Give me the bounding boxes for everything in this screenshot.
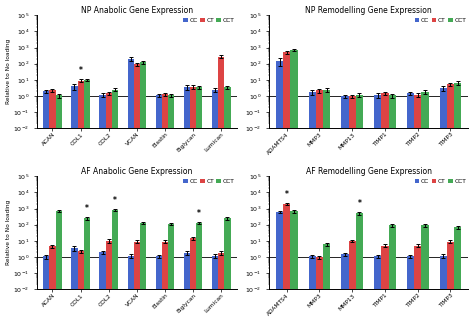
Bar — [421, 225, 428, 322]
Bar — [43, 91, 49, 322]
Legend: CC, CT, CCT: CC, CT, CCT — [414, 17, 467, 24]
Title: NP Anabolic Gene Expression: NP Anabolic Gene Expression — [81, 5, 193, 14]
Bar — [283, 52, 291, 322]
Bar — [439, 88, 447, 322]
Text: *: * — [285, 190, 289, 199]
Bar — [218, 57, 224, 322]
Bar — [224, 87, 230, 322]
Bar — [407, 93, 414, 322]
Bar — [454, 83, 461, 322]
Bar — [55, 95, 62, 322]
Bar — [196, 87, 202, 322]
Y-axis label: Relative to No loading: Relative to No loading — [6, 200, 10, 265]
Bar — [106, 93, 112, 322]
Bar — [212, 90, 218, 322]
Bar — [356, 213, 363, 322]
Bar — [71, 248, 78, 322]
Bar — [341, 96, 348, 322]
Bar — [84, 218, 90, 322]
Bar — [78, 80, 84, 322]
Text: *: * — [79, 66, 82, 75]
Bar — [447, 242, 454, 322]
Bar — [100, 95, 106, 322]
Bar — [348, 96, 356, 322]
Bar — [454, 227, 461, 322]
Bar — [156, 256, 162, 322]
Bar — [374, 256, 382, 322]
Title: AF Anabolic Gene Expression: AF Anabolic Gene Expression — [81, 166, 192, 175]
Bar — [389, 225, 396, 322]
Bar — [128, 59, 134, 322]
Bar — [356, 95, 363, 322]
Bar — [414, 246, 421, 322]
Bar — [184, 253, 190, 322]
Title: AF Remodelling Gene Expression: AF Remodelling Gene Expression — [306, 166, 432, 175]
Bar — [43, 256, 49, 322]
Bar — [218, 253, 224, 322]
Bar — [190, 238, 196, 322]
Bar — [348, 241, 356, 322]
Bar — [112, 90, 118, 322]
Bar — [283, 204, 291, 322]
Bar — [168, 224, 174, 322]
Bar — [374, 95, 382, 322]
Bar — [309, 256, 316, 322]
Bar — [134, 64, 140, 322]
Text: *: * — [197, 209, 201, 218]
Bar — [212, 256, 218, 322]
Bar — [134, 242, 140, 322]
Bar — [382, 93, 389, 322]
Bar — [309, 92, 316, 322]
Bar — [291, 211, 298, 322]
Bar — [106, 241, 112, 322]
Bar — [439, 256, 447, 322]
Bar — [414, 95, 421, 322]
Bar — [421, 92, 428, 322]
Bar — [49, 246, 55, 322]
Bar — [140, 223, 146, 322]
Legend: CC, CT, CCT: CC, CT, CCT — [414, 178, 467, 185]
Bar — [140, 62, 146, 322]
Bar — [55, 211, 62, 322]
Bar — [78, 251, 84, 322]
Bar — [84, 80, 90, 322]
Legend: CC, CT, CCT: CC, CT, CCT — [182, 178, 235, 185]
Bar — [156, 95, 162, 322]
Title: NP Remodelling Gene Expression: NP Remodelling Gene Expression — [305, 5, 432, 14]
Bar — [184, 87, 190, 322]
Bar — [100, 252, 106, 322]
Legend: CC, CT, CCT: CC, CT, CCT — [182, 17, 235, 24]
Bar — [276, 212, 283, 322]
Bar — [49, 90, 55, 322]
Text: *: * — [113, 196, 117, 205]
Bar — [190, 87, 196, 322]
Text: *: * — [85, 204, 89, 213]
Bar — [276, 61, 283, 322]
Bar — [168, 95, 174, 322]
Bar — [224, 218, 230, 322]
Y-axis label: Relative to No loading: Relative to No loading — [6, 39, 10, 104]
Bar — [341, 254, 348, 322]
Bar — [71, 86, 78, 322]
Bar — [291, 50, 298, 322]
Text: *: * — [357, 199, 361, 208]
Bar — [196, 223, 202, 322]
Bar — [407, 256, 414, 322]
Bar — [323, 244, 330, 322]
Bar — [382, 246, 389, 322]
Bar — [112, 210, 118, 322]
Bar — [162, 242, 168, 322]
Bar — [389, 95, 396, 322]
Bar — [447, 84, 454, 322]
Bar — [162, 94, 168, 322]
Bar — [128, 256, 134, 322]
Bar — [323, 90, 330, 322]
Bar — [316, 90, 323, 322]
Bar — [316, 257, 323, 322]
